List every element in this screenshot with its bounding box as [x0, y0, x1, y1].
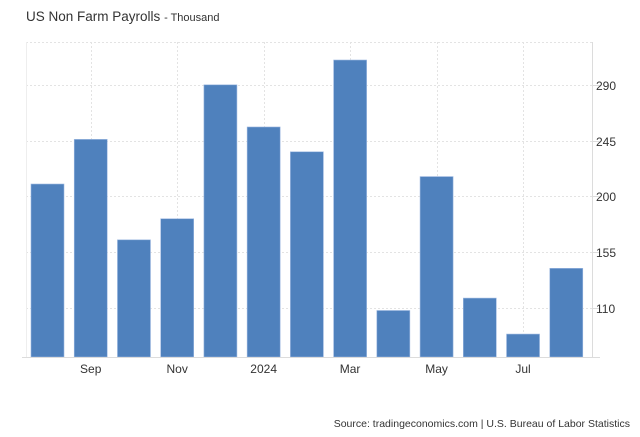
chart-title-unit: - Thousand	[164, 12, 220, 24]
source-note: Source: tradingeconomics.com | U.S. Bure…	[333, 418, 630, 430]
x-tick-label: Sep	[80, 362, 102, 376]
x-tick-label: 2024	[250, 362, 277, 376]
bar-dec-2023[interactable]	[203, 84, 238, 358]
bar-aug-2024[interactable]	[549, 268, 584, 358]
x-tick-label: Nov	[167, 362, 188, 376]
bar-aug-2023[interactable]	[30, 183, 65, 358]
bar-apr-2024[interactable]	[376, 310, 411, 358]
bar-sep-2023[interactable]	[73, 139, 108, 358]
y-tick-label: 290	[596, 79, 616, 93]
x-tick-label: Jul	[515, 362, 530, 376]
bar-oct-2023[interactable]	[117, 239, 151, 358]
y-axis-labels: 110 155 200 245 290	[596, 79, 616, 316]
y-tick-label: 155	[596, 246, 616, 260]
bar-jul-2024[interactable]	[506, 333, 540, 358]
y-tick-label: 245	[596, 135, 616, 149]
x-tick-label: May	[425, 362, 448, 376]
y-tick-label: 110	[596, 302, 615, 316]
x-axis-labels: Sep Nov 2024 Mar May Jul	[80, 362, 531, 376]
chart-title-main: US Non Farm Payrolls	[26, 9, 161, 24]
bar-mar-2024[interactable]	[333, 59, 367, 358]
chart-title: US Non Farm Payrolls - Thousand	[26, 9, 220, 24]
x-tick-label: Mar	[340, 362, 361, 376]
bar-nov-2023[interactable]	[160, 218, 194, 358]
bars	[30, 59, 584, 358]
bar-jun-2024[interactable]	[463, 297, 497, 358]
bar-may-2024[interactable]	[419, 176, 454, 358]
axes	[22, 42, 600, 358]
bar-jan-2024[interactable]	[246, 126, 281, 358]
bar-feb-2024[interactable]	[290, 151, 324, 358]
y-tick-label: 200	[596, 190, 616, 204]
